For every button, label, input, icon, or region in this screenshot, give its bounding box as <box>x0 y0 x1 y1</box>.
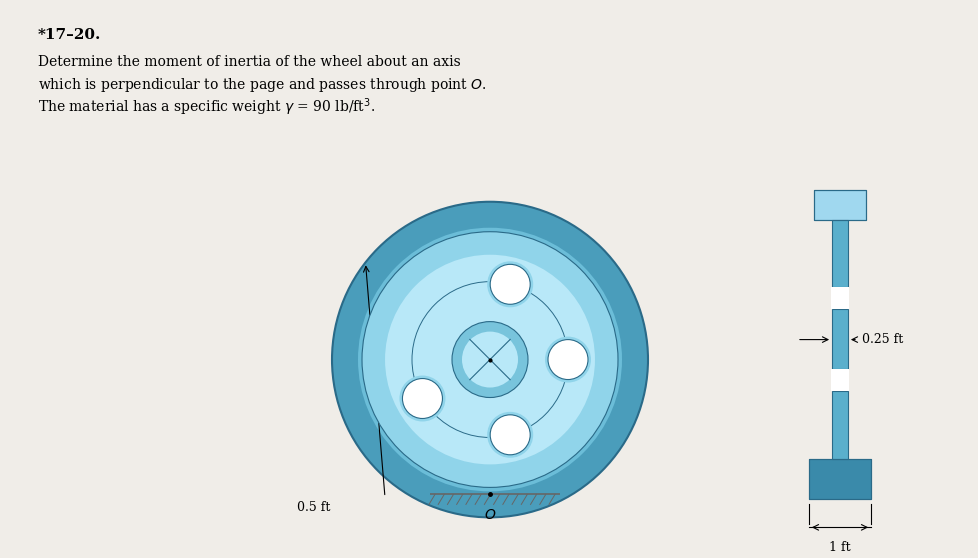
Circle shape <box>402 378 442 418</box>
Circle shape <box>399 376 445 421</box>
Bar <box>831 391 847 459</box>
Circle shape <box>487 261 533 307</box>
Bar <box>813 190 866 220</box>
Text: Determine the moment of inertia of the wheel about an axis: Determine the moment of inertia of the w… <box>38 55 461 69</box>
Text: The material has a specific weight $\gamma$ = 90 lb/ft$^3$.: The material has a specific weight $\gam… <box>38 97 375 118</box>
Text: 0.25 ft: 0.25 ft <box>404 291 446 304</box>
Circle shape <box>384 255 595 464</box>
Bar <box>813 190 866 220</box>
Bar <box>808 459 870 499</box>
Bar <box>808 459 870 499</box>
Text: 1 ft: 1 ft <box>500 326 521 340</box>
Text: $G$: $G$ <box>496 350 508 364</box>
Circle shape <box>452 321 527 397</box>
Circle shape <box>462 331 517 387</box>
Text: *17–20.: *17–20. <box>38 28 102 42</box>
Circle shape <box>490 264 530 304</box>
Bar <box>831 309 847 369</box>
Text: 0.25 ft: 0.25 ft <box>861 333 903 346</box>
Circle shape <box>362 232 617 487</box>
Circle shape <box>358 228 621 492</box>
Text: $O$: $O$ <box>483 508 496 522</box>
Text: which is perpendicular to the page and passes through point $O$.: which is perpendicular to the page and p… <box>38 76 486 94</box>
Text: 0.5 ft: 0.5 ft <box>296 501 330 514</box>
Circle shape <box>332 202 647 517</box>
Circle shape <box>545 336 591 383</box>
Bar <box>831 220 847 287</box>
Circle shape <box>490 415 530 455</box>
Circle shape <box>548 340 588 379</box>
Text: 1 ft: 1 ft <box>828 541 850 554</box>
Bar <box>830 369 848 391</box>
Bar <box>830 287 848 309</box>
Circle shape <box>487 412 533 458</box>
Text: 2 ft: 2 ft <box>413 425 434 438</box>
